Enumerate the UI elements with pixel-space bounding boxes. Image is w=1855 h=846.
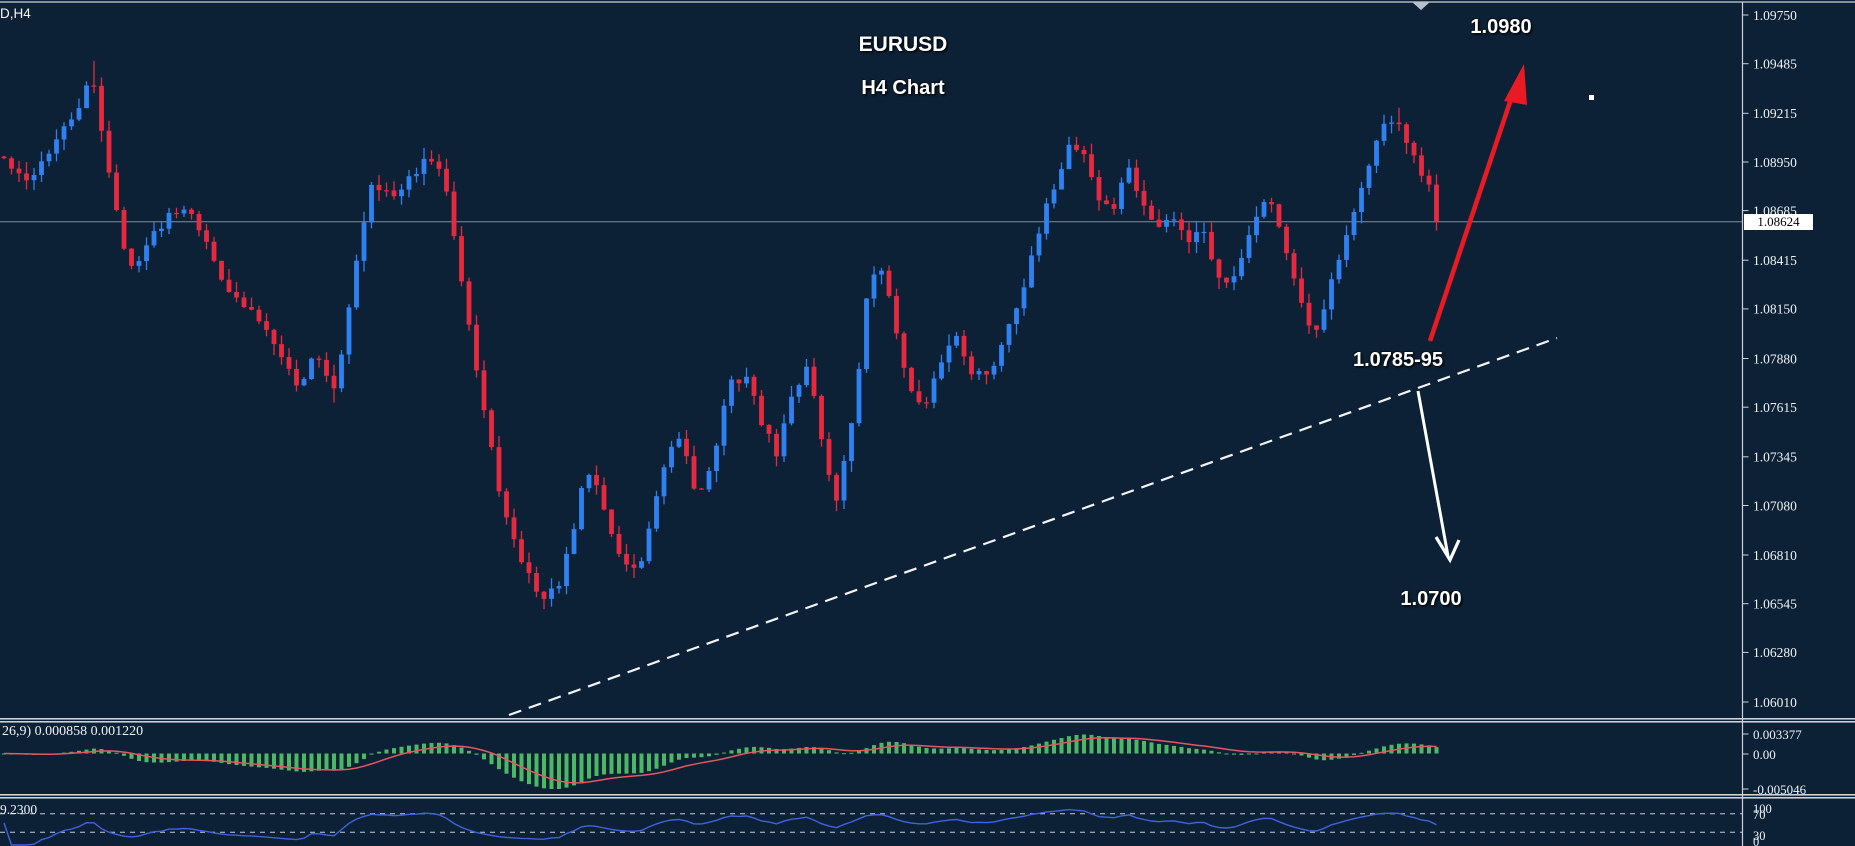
svg-text:1.08950: 1.08950	[1753, 155, 1797, 170]
svg-text:1.09485: 1.09485	[1753, 57, 1797, 72]
svg-text:0: 0	[1753, 835, 1759, 846]
svg-text:1.06010: 1.06010	[1753, 695, 1797, 710]
candles	[1, 60, 1439, 610]
svg-text:1.08415: 1.08415	[1753, 253, 1797, 268]
svg-text:1.09215: 1.09215	[1753, 106, 1797, 121]
svg-text:1.07080: 1.07080	[1753, 498, 1797, 513]
white-down-arrow[interactable]	[1416, 390, 1461, 564]
svg-text:30: 30	[1753, 829, 1766, 843]
red-up-arrow[interactable]	[1427, 64, 1527, 342]
symbol-timeframe-label: D,H4	[0, 6, 31, 21]
svg-text:1.06280: 1.06280	[1753, 645, 1797, 660]
svg-text:70: 70	[1753, 808, 1766, 822]
macd-signal-line	[3, 737, 1437, 784]
svg-text:100: 100	[1753, 802, 1772, 816]
svg-text:1.07880: 1.07880	[1753, 351, 1797, 366]
svg-text:1.07615: 1.07615	[1753, 400, 1797, 415]
svg-text:0.00: 0.00	[1753, 747, 1776, 762]
chart-object-dot	[1589, 95, 1594, 100]
macd-panel-surface[interactable]	[0, 722, 1742, 795]
scroll-to-end-marker[interactable]	[1412, 2, 1430, 10]
svg-text:1.06545: 1.06545	[1753, 597, 1797, 612]
svg-text:0.003377: 0.003377	[1753, 727, 1802, 742]
rsi-panel-surface[interactable]	[0, 798, 1742, 846]
bid-price-tag: 1.08624	[1744, 214, 1813, 230]
support-trendline[interactable]	[508, 336, 1558, 717]
rsi-line	[3, 808, 1437, 846]
svg-text:-0.005046: -0.005046	[1753, 782, 1807, 797]
svg-text:1.08150: 1.08150	[1753, 302, 1797, 317]
svg-text:1.07345: 1.07345	[1753, 450, 1797, 465]
svg-text:1.09750: 1.09750	[1753, 8, 1797, 23]
svg-text:1.06810: 1.06810	[1753, 548, 1797, 563]
